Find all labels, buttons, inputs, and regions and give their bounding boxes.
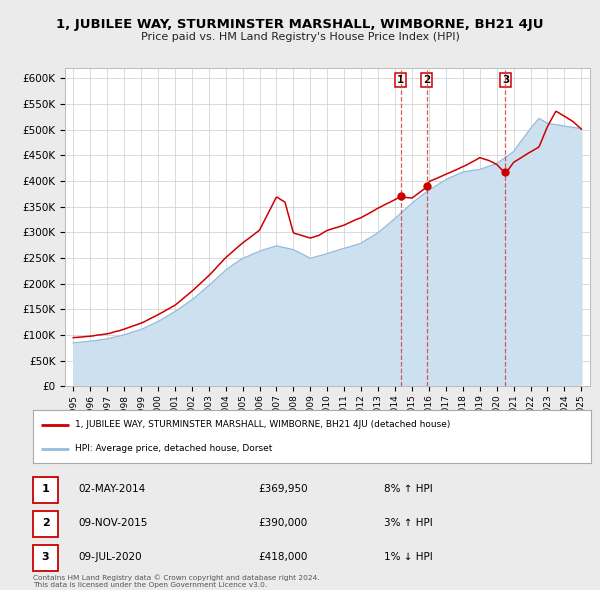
Text: 2: 2 — [423, 75, 430, 85]
Text: 2: 2 — [42, 518, 49, 527]
Text: 1, JUBILEE WAY, STURMINSTER MARSHALL, WIMBORNE, BH21 4JU (detached house): 1, JUBILEE WAY, STURMINSTER MARSHALL, WI… — [75, 421, 450, 430]
Text: Price paid vs. HM Land Registry's House Price Index (HPI): Price paid vs. HM Land Registry's House … — [140, 32, 460, 42]
Text: 02-MAY-2014: 02-MAY-2014 — [78, 484, 145, 493]
Text: 8% ↑ HPI: 8% ↑ HPI — [384, 484, 433, 493]
Text: Contains HM Land Registry data © Crown copyright and database right 2024.
This d: Contains HM Land Registry data © Crown c… — [33, 575, 320, 588]
Text: 1: 1 — [42, 484, 49, 493]
Text: £369,950: £369,950 — [258, 484, 308, 493]
Text: 3: 3 — [502, 75, 509, 85]
Text: HPI: Average price, detached house, Dorset: HPI: Average price, detached house, Dors… — [75, 444, 272, 453]
Text: 09-JUL-2020: 09-JUL-2020 — [78, 552, 142, 562]
Text: £418,000: £418,000 — [258, 552, 307, 562]
Text: 09-NOV-2015: 09-NOV-2015 — [78, 518, 148, 527]
Text: 3: 3 — [42, 552, 49, 562]
Text: £390,000: £390,000 — [258, 518, 307, 527]
Text: 1% ↓ HPI: 1% ↓ HPI — [384, 552, 433, 562]
Text: 3% ↑ HPI: 3% ↑ HPI — [384, 518, 433, 527]
Text: 1, JUBILEE WAY, STURMINSTER MARSHALL, WIMBORNE, BH21 4JU: 1, JUBILEE WAY, STURMINSTER MARSHALL, WI… — [56, 18, 544, 31]
Text: 1: 1 — [397, 75, 404, 85]
